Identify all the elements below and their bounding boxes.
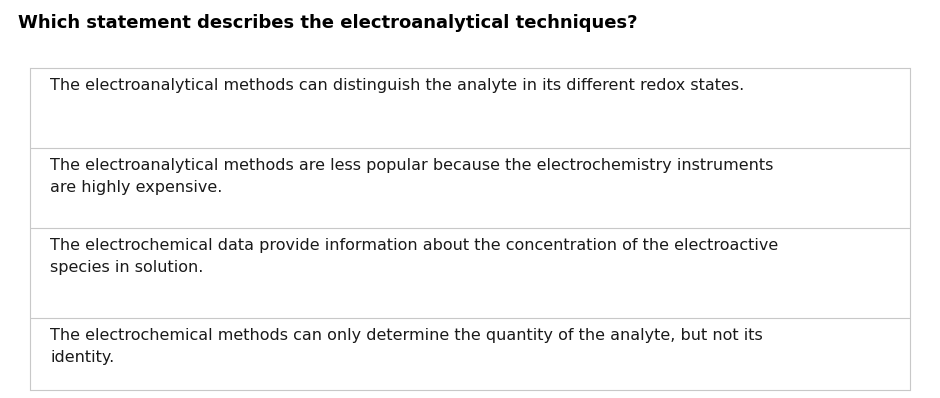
Text: The electrochemical methods can only determine the quantity of the analyte, but : The electrochemical methods can only det… bbox=[50, 328, 762, 365]
Text: The electrochemical data provide information about the concentration of the elec: The electrochemical data provide informa… bbox=[50, 238, 778, 275]
Text: The electroanalytical methods can distinguish the analyte in its different redox: The electroanalytical methods can distin… bbox=[50, 78, 744, 93]
Text: Which statement describes the electroanalytical techniques?: Which statement describes the electroana… bbox=[18, 14, 637, 32]
Text: The electroanalytical methods are less popular because the electrochemistry inst: The electroanalytical methods are less p… bbox=[50, 158, 774, 195]
